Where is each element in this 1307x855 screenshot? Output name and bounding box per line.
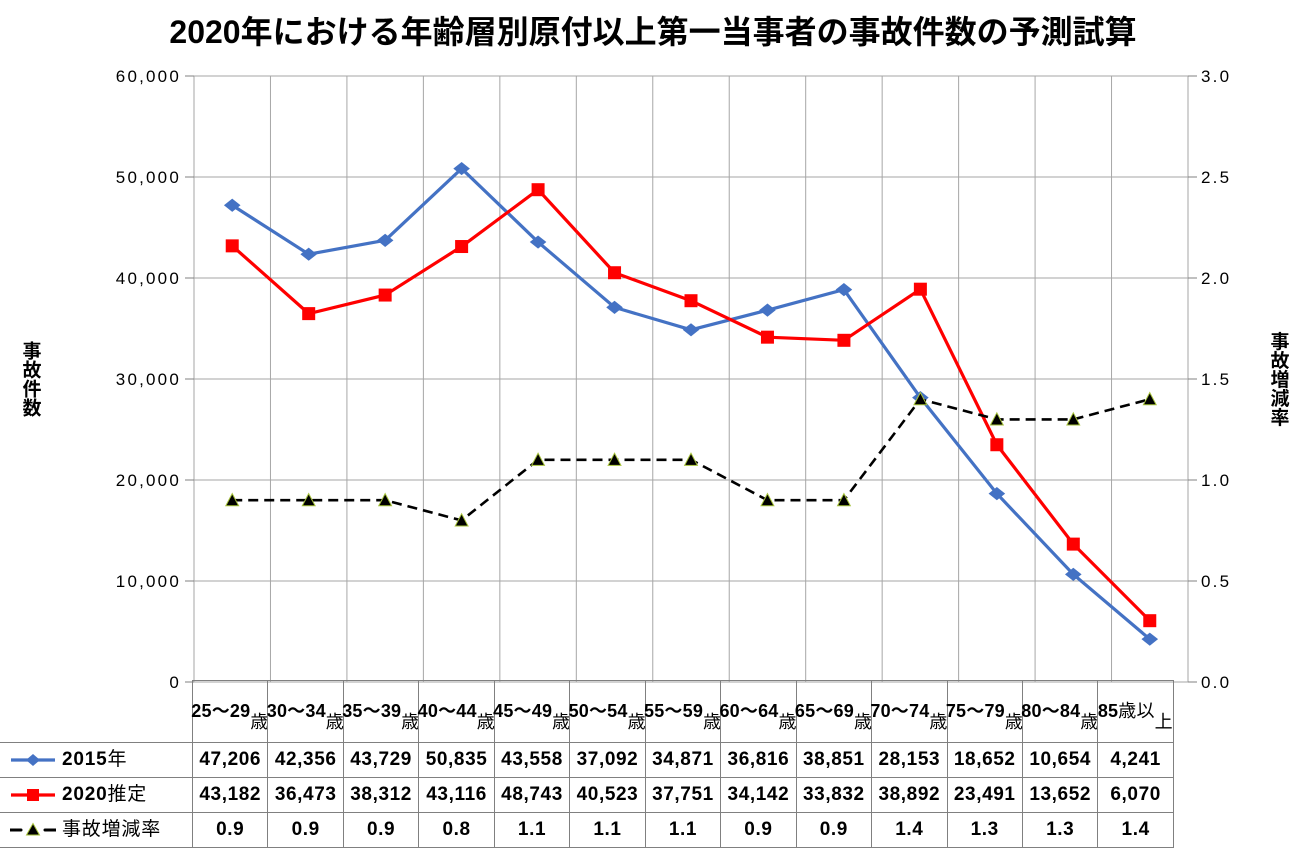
svg-text:2.0: 2.0: [1201, 269, 1231, 288]
svg-text:3.0: 3.0: [1201, 67, 1231, 86]
svg-text:20,000: 20,000: [116, 471, 181, 490]
svg-text:1.5: 1.5: [1201, 370, 1231, 389]
svg-text:2020年における年齢層別原付以上第一当事者の事故件数の予測: 2020年における年齢層別原付以上第一当事者の事故件数の予測試算: [169, 14, 1136, 50]
svg-text:30,000: 30,000: [116, 370, 181, 389]
svg-text:0.0: 0.0: [1201, 673, 1231, 692]
svg-text:40,000: 40,000: [116, 269, 181, 288]
svg-text:10,000: 10,000: [116, 572, 181, 591]
svg-text:事故増減率: 事故増減率: [1268, 331, 1290, 426]
svg-text:事故件数: 事故件数: [20, 341, 42, 417]
svg-text:2.5: 2.5: [1201, 168, 1231, 187]
svg-text:60,000: 60,000: [116, 67, 181, 86]
svg-text:50,000: 50,000: [116, 168, 181, 187]
svg-text:0.5: 0.5: [1201, 572, 1231, 591]
svg-text:1.0: 1.0: [1201, 471, 1231, 490]
